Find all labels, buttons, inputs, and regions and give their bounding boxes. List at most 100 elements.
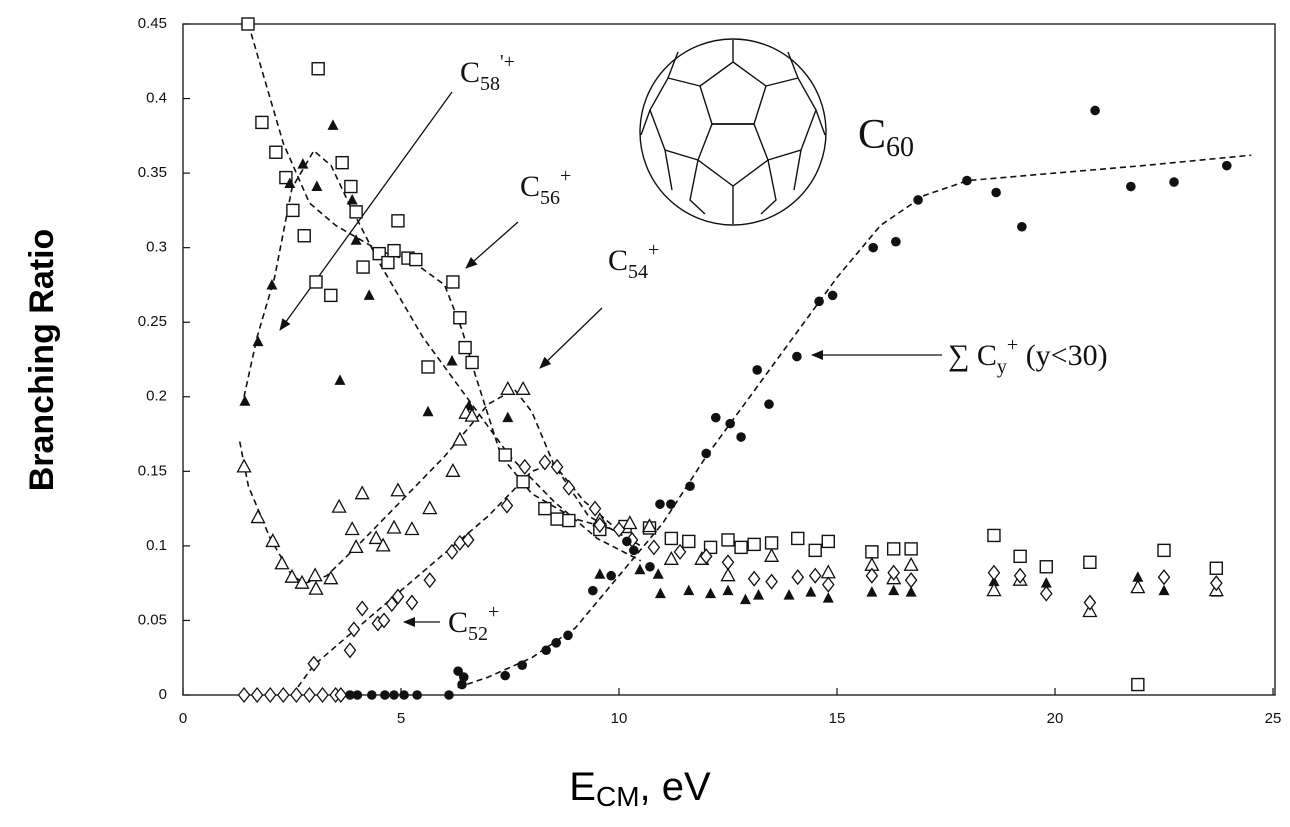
point xyxy=(239,395,250,406)
point xyxy=(588,586,598,596)
point xyxy=(239,688,250,702)
annotation: C56+ xyxy=(520,165,571,209)
point xyxy=(723,555,734,569)
point xyxy=(500,671,510,681)
annotation: C54+ xyxy=(608,239,659,283)
point xyxy=(344,643,355,657)
point xyxy=(722,569,735,581)
point xyxy=(784,589,795,600)
point xyxy=(459,342,471,354)
point xyxy=(723,585,734,596)
point xyxy=(517,476,529,488)
point xyxy=(389,690,399,700)
point xyxy=(447,276,459,288)
point xyxy=(309,582,322,594)
point xyxy=(539,503,551,515)
point xyxy=(551,638,561,648)
point xyxy=(539,455,550,469)
point xyxy=(828,291,838,301)
point xyxy=(444,690,454,700)
point xyxy=(805,586,816,597)
point xyxy=(353,690,363,700)
point xyxy=(1131,581,1144,593)
point xyxy=(814,297,824,307)
point xyxy=(502,412,513,423)
chart: Branching Ratio ECM, eV C58'+ C56+ C54+ … xyxy=(0,0,1290,827)
point xyxy=(666,499,676,509)
point xyxy=(792,570,803,584)
point xyxy=(501,382,514,394)
point xyxy=(748,538,760,550)
point xyxy=(888,585,899,596)
y-tick-label: 0.2 xyxy=(146,388,167,405)
point xyxy=(422,361,434,373)
point xyxy=(501,499,512,513)
point xyxy=(406,596,417,610)
point xyxy=(722,534,734,546)
point xyxy=(334,374,345,385)
point xyxy=(905,543,917,555)
y-tick-label: 0.45 xyxy=(138,15,167,32)
point xyxy=(311,181,322,192)
y-tick-label: 0 xyxy=(159,686,167,703)
point xyxy=(735,541,747,553)
point xyxy=(749,572,760,586)
fit-curve xyxy=(292,464,619,695)
point xyxy=(753,589,764,600)
point xyxy=(310,276,322,288)
arrow xyxy=(466,222,518,268)
point xyxy=(1084,596,1095,610)
y-tick-label: 0.25 xyxy=(138,313,167,330)
point xyxy=(270,146,282,158)
fit-curve xyxy=(240,389,641,583)
point xyxy=(382,257,394,269)
point xyxy=(868,243,878,253)
point xyxy=(325,289,337,301)
point xyxy=(634,564,645,575)
point xyxy=(766,575,777,589)
point xyxy=(388,521,401,533)
point xyxy=(590,502,601,516)
y-tick-label: 0.1 xyxy=(146,537,167,554)
point xyxy=(905,558,918,570)
point xyxy=(286,570,299,582)
point xyxy=(454,312,466,324)
point xyxy=(517,660,527,670)
point xyxy=(410,254,422,266)
x-tick-label: 0 xyxy=(179,710,187,727)
point xyxy=(350,206,362,218)
point xyxy=(683,585,694,596)
point xyxy=(551,513,563,525)
point xyxy=(766,537,778,549)
point xyxy=(1014,550,1026,562)
point xyxy=(765,549,778,561)
point xyxy=(1169,177,1179,187)
point xyxy=(304,688,315,702)
annotation: C58'+ xyxy=(460,51,515,95)
point xyxy=(822,535,834,547)
point xyxy=(327,119,338,130)
point xyxy=(1210,562,1222,574)
point xyxy=(370,531,383,543)
point xyxy=(256,116,268,128)
point xyxy=(563,515,575,527)
point xyxy=(391,484,404,496)
point xyxy=(317,688,328,702)
point xyxy=(685,481,695,491)
fullerene-sketch xyxy=(640,39,826,225)
y-axis-label: Branching Ratio xyxy=(23,229,61,492)
point xyxy=(265,688,276,702)
point xyxy=(809,544,821,556)
point xyxy=(823,592,834,603)
point xyxy=(655,588,666,599)
point xyxy=(810,569,821,583)
y-tick-label: 0.15 xyxy=(138,462,167,479)
point xyxy=(242,18,254,30)
point xyxy=(278,688,289,702)
fit-curve xyxy=(244,151,641,561)
y-tick-label: 0.3 xyxy=(146,239,167,256)
point xyxy=(453,433,466,445)
point xyxy=(1017,222,1027,232)
point xyxy=(622,537,632,547)
point xyxy=(645,562,655,572)
